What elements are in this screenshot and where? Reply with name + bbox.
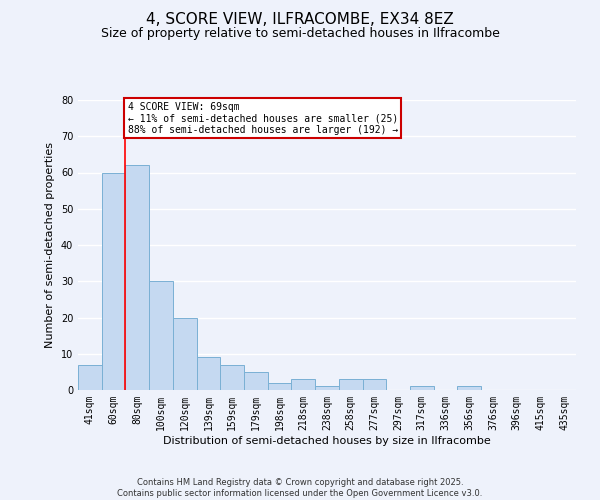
Bar [268, 383, 292, 390]
Text: Size of property relative to semi-detached houses in Ilfracombe: Size of property relative to semi-detach… [101, 28, 499, 40]
Bar [362, 379, 386, 390]
Bar [125, 165, 149, 390]
Bar [339, 379, 362, 390]
X-axis label: Distribution of semi-detached houses by size in Ilfracombe: Distribution of semi-detached houses by … [163, 436, 491, 446]
Bar [149, 281, 173, 390]
Bar [292, 379, 315, 390]
Bar [102, 172, 125, 390]
Bar [220, 364, 244, 390]
Text: Contains HM Land Registry data © Crown copyright and database right 2025.
Contai: Contains HM Land Registry data © Crown c… [118, 478, 482, 498]
Bar [244, 372, 268, 390]
Bar [78, 364, 102, 390]
Bar [173, 318, 197, 390]
Y-axis label: Number of semi-detached properties: Number of semi-detached properties [45, 142, 55, 348]
Bar [457, 386, 481, 390]
Text: 4, SCORE VIEW, ILFRACOMBE, EX34 8EZ: 4, SCORE VIEW, ILFRACOMBE, EX34 8EZ [146, 12, 454, 28]
Text: 4 SCORE VIEW: 69sqm
← 11% of semi-detached houses are smaller (25)
88% of semi-d: 4 SCORE VIEW: 69sqm ← 11% of semi-detach… [128, 102, 398, 135]
Bar [197, 358, 220, 390]
Bar [315, 386, 339, 390]
Bar [410, 386, 434, 390]
